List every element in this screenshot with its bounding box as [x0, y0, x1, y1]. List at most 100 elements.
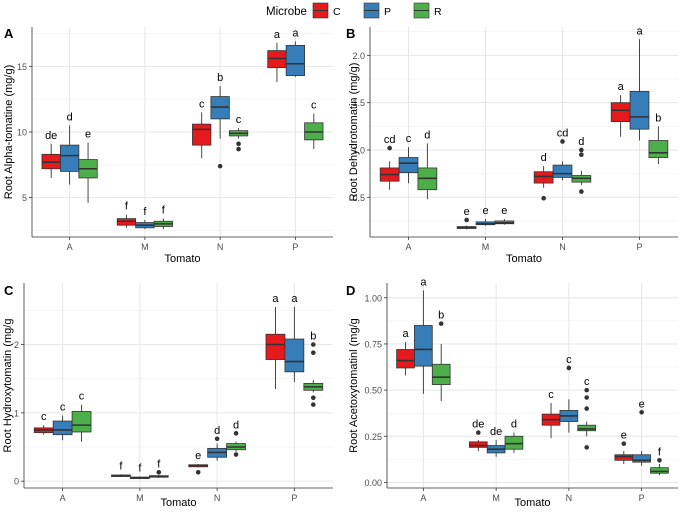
legend: Microbe C P R [266, 2, 442, 19]
box-a-r: b [431, 310, 451, 402]
outlier-point [566, 365, 572, 371]
box-p-p: a [284, 293, 305, 383]
y-tick-label: 0 [14, 477, 19, 487]
box-m-r: e [494, 205, 515, 225]
significance-letter: c [311, 100, 317, 112]
panel-d: 0.000.250.500.751.00A M N PaabdededccceefTo… [346, 276, 678, 509]
significance-letter: b [655, 112, 661, 124]
outlier-point [311, 350, 316, 356]
panel-tag: D [346, 283, 355, 298]
y-tick-label: 15 [17, 62, 27, 72]
x-tick-label: M [141, 242, 149, 252]
significance-letter: de [472, 419, 484, 431]
box-body [60, 144, 80, 172]
box-m-p: f [130, 462, 150, 480]
plot-area [387, 283, 678, 488]
outlier-point [584, 387, 589, 393]
box-p-c: a [265, 293, 286, 389]
significance-letter: c [60, 402, 66, 414]
x-tick-label: M [482, 242, 490, 252]
y-tick-label: 5 [22, 193, 27, 203]
significance-letter: a [291, 293, 298, 305]
box-p-p: a [285, 27, 305, 77]
y-tick-label: 2.0 [352, 51, 365, 61]
y-tick-label: 0.5 [352, 193, 365, 203]
box-n-c: e [188, 450, 209, 475]
box-a-r: e [78, 129, 98, 203]
x-tick-label: M [136, 493, 144, 503]
box-n-p: d [207, 425, 227, 461]
box-body [632, 454, 651, 463]
significance-letter: c [41, 411, 47, 423]
box-m-p: e [475, 205, 496, 226]
legend-label-c: C [333, 6, 341, 18]
outlier-point [236, 141, 241, 147]
significance-letter: a [402, 328, 409, 340]
significance-letter: e [639, 398, 645, 410]
significance-letter: c [199, 98, 205, 110]
plot-area [370, 27, 678, 237]
significance-letter: d [67, 111, 73, 123]
significance-letter: a [272, 293, 279, 305]
box-p-r: c [304, 100, 324, 150]
box-body [629, 90, 650, 130]
outlier-point [311, 342, 316, 347]
box-m-c: de [468, 419, 488, 452]
outlier-point [438, 321, 444, 326]
outlier-point [579, 147, 584, 153]
box-body [533, 171, 554, 184]
box-m-r: d [504, 419, 524, 453]
legend-label-r: R [434, 6, 442, 18]
y-tick-label: 0.25 [364, 432, 382, 442]
y-tick-label: 2 [14, 340, 19, 350]
x-tick-label: P [292, 242, 298, 252]
box-p-p: a [629, 25, 650, 141]
box-n-p: c [559, 354, 579, 433]
significance-letter: f [143, 206, 147, 218]
outlier-point [233, 431, 239, 436]
x-tick-label: A [67, 242, 73, 252]
box-body [577, 424, 597, 432]
significance-letter: a [274, 29, 281, 41]
box-body [648, 140, 669, 158]
outlier-point [584, 445, 589, 450]
outlier-point [476, 430, 481, 435]
x-tick-label: N [566, 493, 573, 503]
outlier-point [217, 163, 223, 169]
significance-letter: cd [384, 134, 396, 146]
x-tick-label: N [217, 242, 224, 252]
significance-letter: cd [557, 127, 569, 139]
box-p-c: a [610, 81, 631, 137]
box-p-r: b [303, 331, 324, 407]
y-axis-label: Root Hydroxytomatin (mg/g [2, 319, 14, 453]
box-body [192, 123, 212, 146]
box-p-r: b [648, 112, 669, 165]
box-p-c: a [267, 29, 287, 83]
x-axis-label: Tomato [160, 497, 196, 509]
panel-b: 0.51.01.52.0A M N Pcd c de e edcddaabTomatoRoot… [346, 25, 678, 265]
y-tick-label: 1.0 [352, 145, 365, 155]
significance-letter: a [292, 27, 299, 39]
box-body [614, 454, 634, 461]
outlier-point [156, 469, 162, 475]
outlier-point [311, 395, 316, 401]
panel-tag: B [346, 26, 355, 41]
significance-letter: d [214, 425, 220, 437]
significance-letter: e [195, 450, 201, 462]
x-axis-label: Tomato [514, 497, 550, 509]
significance-letter: c [566, 354, 572, 366]
box-body [610, 102, 631, 122]
box-a-p: a [414, 276, 433, 394]
y-axis-label: Root Acetoxytomatinl (mg/g [348, 318, 360, 453]
box-a-r: d [417, 129, 438, 200]
box-a-c: cd [379, 134, 400, 190]
significance-letter: f [658, 446, 662, 458]
outlier-point [584, 395, 589, 400]
significance-letter: c [548, 389, 554, 401]
box-p-p: e [632, 398, 651, 466]
x-tick-label: N [559, 242, 566, 252]
significance-letter: e [501, 205, 507, 217]
box-n-r: c [577, 376, 597, 450]
legend-title: Microbe [266, 6, 307, 18]
